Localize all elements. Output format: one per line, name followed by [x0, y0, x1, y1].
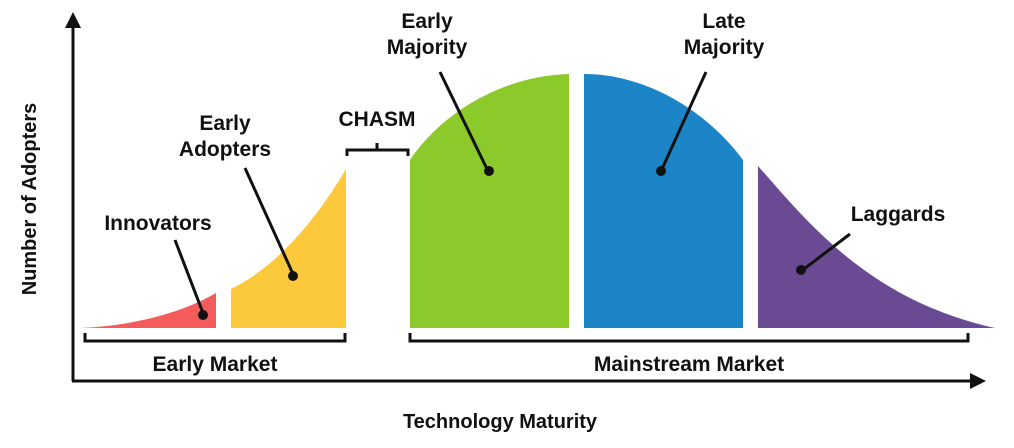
laggards-label: Laggards — [851, 203, 946, 226]
early-majority-label-line1: Early — [401, 10, 453, 33]
early-majority-dot — [484, 166, 494, 176]
x-axis-arrow-icon — [970, 373, 986, 389]
y-axis-arrow-icon — [65, 12, 81, 28]
early-adopters-leader — [243, 167, 295, 275]
innovators-leader — [173, 239, 205, 314]
chasm-label: CHASM — [339, 108, 416, 131]
late-majority-leader — [660, 71, 708, 170]
innovators-segment — [80, 293, 216, 328]
x-axis-title: Technology Maturity — [403, 411, 598, 433]
innovators-dot — [198, 310, 208, 320]
late-majority-label-line1: Late — [702, 10, 745, 33]
early-adopters-dot — [288, 271, 298, 281]
mainstream-market-label: Mainstream Market — [594, 353, 784, 376]
late-majority-label-line2: Majority — [684, 36, 765, 59]
early-market-bracket — [83, 333, 347, 343]
late-majority-segment — [584, 74, 743, 328]
early-majority-leader — [438, 71, 489, 170]
early-adopters-label-line2: Adopters — [179, 138, 271, 161]
chasm-brace — [345, 143, 410, 156]
y-axis-title: Number of Adopters — [19, 103, 41, 296]
innovators-label: Innovators — [104, 212, 211, 235]
mainstream-market-bracket — [408, 333, 970, 343]
adoption-curve — [80, 74, 995, 328]
early-market-label: Early Market — [153, 353, 278, 376]
early-adopters-label-line1: Early — [199, 112, 251, 135]
early-majority-segment — [410, 74, 569, 328]
early-adopters-segment — [231, 169, 346, 328]
leaders — [173, 71, 851, 320]
laggards-leader — [803, 232, 851, 271]
early-majority-label-line2: Majority — [387, 36, 468, 59]
laggards-dot — [796, 265, 806, 275]
laggards-segment — [758, 166, 995, 328]
late-majority-dot — [656, 166, 666, 176]
axes — [65, 12, 986, 389]
